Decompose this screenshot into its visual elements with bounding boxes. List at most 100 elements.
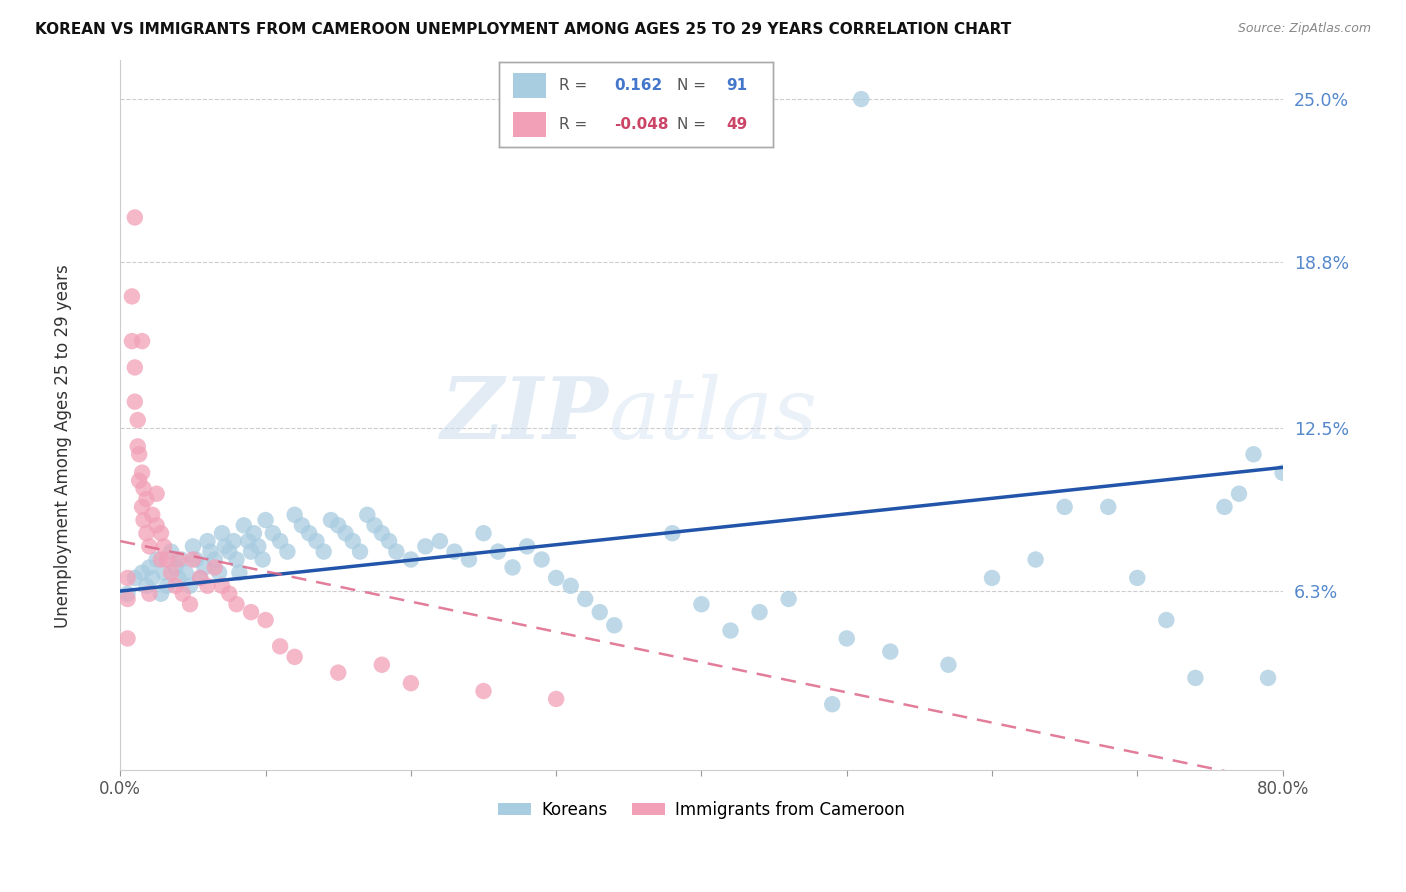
Point [228,566,250,580]
Point [328,518,350,533]
Point [938,657,960,672]
Point [349,544,371,558]
Point [363,518,385,533]
Point [218,587,240,601]
Point [149,552,172,566]
Point [167,571,190,585]
Point [472,684,495,698]
Point [1025,552,1047,566]
Point [291,518,314,533]
Point [197,579,219,593]
Point [131,566,153,580]
Point [269,534,291,549]
Point [399,676,422,690]
Point [371,526,394,541]
Point [1097,500,1119,514]
Point [128,447,150,461]
Point [546,571,568,585]
Point [1213,500,1236,514]
Point [222,534,245,549]
Point [204,560,226,574]
Point [167,552,190,566]
Point [181,540,204,554]
Point [204,552,226,566]
Point [153,566,176,580]
Point [211,526,233,541]
Point [181,552,204,566]
Point [1271,466,1294,480]
Point [312,544,335,558]
Point [128,474,150,488]
Point [145,518,167,533]
Point [197,534,219,549]
Point [236,534,259,549]
Point [165,579,187,593]
Point [1053,500,1076,514]
Point [530,552,553,566]
Point [135,579,157,593]
Point [141,508,163,522]
Point [160,566,183,580]
Point [486,544,509,558]
Legend: Koreans, Immigrants from Cameroon: Koreans, Immigrants from Cameroon [491,794,912,826]
Point [748,605,770,619]
Point [179,597,201,611]
Point [378,534,401,549]
FancyBboxPatch shape [513,112,546,137]
Text: N =: N = [678,117,706,132]
Point [127,413,149,427]
Point [156,552,179,566]
Point [200,544,222,558]
Text: Unemployment Among Ages 25 to 29 years: Unemployment Among Ages 25 to 29 years [55,264,72,628]
Point [188,571,211,585]
Point [574,591,596,606]
Point [319,513,342,527]
Point [232,518,254,533]
Point [284,508,307,522]
Point [225,597,247,611]
Text: KOREAN VS IMMIGRANTS FROM CAMEROON UNEMPLOYMENT AMONG AGES 25 TO 29 YEARS CORREL: KOREAN VS IMMIGRANTS FROM CAMEROON UNEMP… [35,22,1011,37]
Point [135,491,157,506]
Point [342,534,364,549]
Point [589,605,612,619]
Point [720,624,742,638]
Text: -0.048: -0.048 [614,117,669,132]
Point [328,665,350,680]
Point [165,560,187,574]
Point [240,544,263,558]
Text: R =: R = [560,78,588,93]
Point [211,579,233,593]
Point [132,513,155,527]
Point [243,526,266,541]
Point [124,394,146,409]
Point [121,289,143,303]
Point [879,644,901,658]
Point [546,692,568,706]
Point [225,552,247,566]
Point [603,618,626,632]
Text: R =: R = [560,117,588,132]
Point [218,544,240,558]
Point [153,540,176,554]
Point [247,540,270,554]
Point [1243,447,1265,461]
Point [254,613,277,627]
Point [240,605,263,619]
Point [117,587,139,601]
Point [1227,487,1250,501]
Point [335,526,357,541]
Point [179,579,201,593]
Point [472,526,495,541]
Text: Source: ZipAtlas.com: Source: ZipAtlas.com [1237,22,1371,36]
Point [127,439,149,453]
Text: 49: 49 [727,117,748,132]
Point [690,597,713,611]
Point [156,579,179,593]
Point [138,560,160,574]
Point [443,544,465,558]
Point [1184,671,1206,685]
Point [1257,671,1279,685]
Point [188,571,211,585]
Point [835,632,858,646]
Point [149,587,172,601]
